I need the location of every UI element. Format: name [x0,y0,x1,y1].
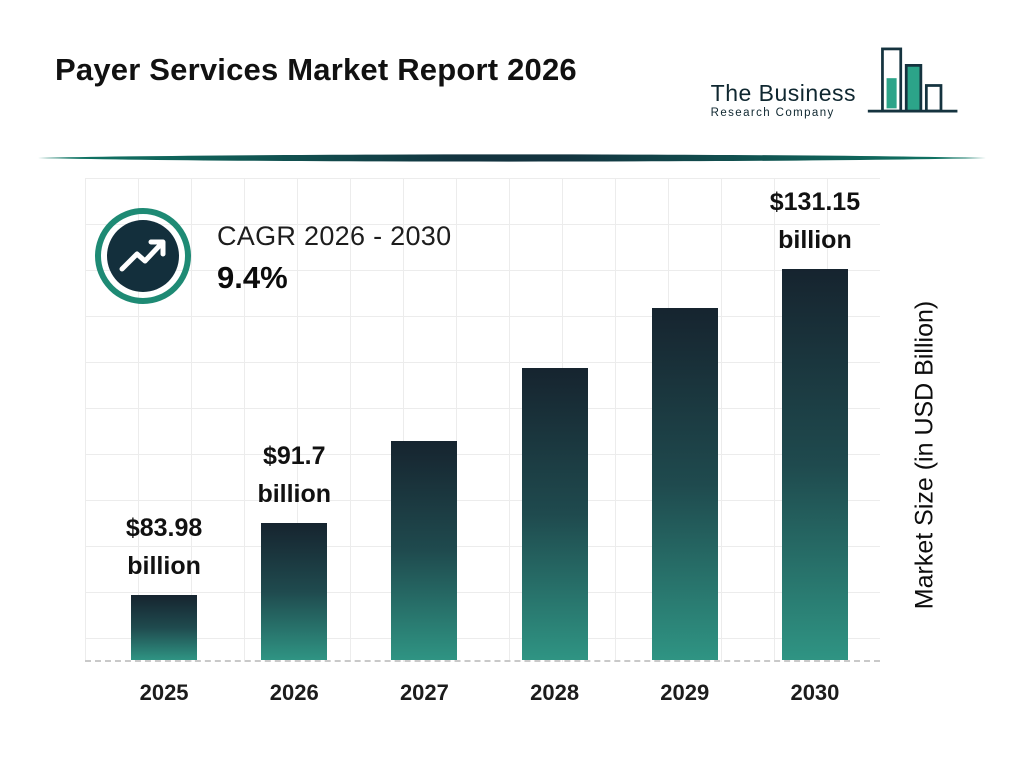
bar [261,523,328,660]
bar [391,441,458,660]
x-axis-label: 2025 [139,680,189,705]
bar [781,269,848,660]
company-logo-text: The Business Research Company [711,80,856,125]
page-title: Payer Services Market Report 2026 [55,52,577,87]
x-axis-label: 2027 [399,680,449,705]
bar-group: 2027 [359,178,489,705]
company-logo: The Business Research Company [711,40,962,125]
bar-value-label: $91.7 billion [257,442,332,508]
x-axis-label: 2030 [790,680,840,705]
cagr-text: CAGR 2026 - 2030 9.4% [217,221,451,296]
bar-group: 2029 [620,178,750,705]
trend-up-arrow-icon [93,206,193,311]
company-logo-subname: Research Company [710,107,835,119]
x-axis-label: 2026 [269,680,319,705]
bar [651,308,718,660]
bar [521,368,588,660]
bar-value-label: $131.15 billion [769,188,861,254]
bar [131,595,198,660]
bar-group: $83.98 billion 2025 [99,178,229,705]
bar-chart: $83.98 billion 2025 $91.7 billion 2026 2027 202… [85,178,880,705]
header-divider [38,151,986,163]
bar-value-label: $83.98 billion [125,514,203,580]
cagr-value: 9.4% [217,260,288,295]
x-axis-label: 2028 [530,680,580,705]
y-axis-label: Market Size (in USD Billion) [910,300,939,610]
bar-group: 2028 [490,178,620,705]
bars: $83.98 billion 2025 $91.7 billion 2026 2027 202… [85,178,880,705]
company-logo-name: The Business [710,80,856,106]
bar-group: $131.15 billion 2030 [750,178,880,705]
cagr-badge: CAGR 2026 - 2030 9.4% [93,206,451,311]
x-axis-label: 2029 [660,680,710,705]
cagr-label: CAGR 2026 - 2030 [217,221,452,251]
bar-group: $91.7 billion 2026 [229,178,359,705]
bar-chart-logo-icon [866,40,962,125]
